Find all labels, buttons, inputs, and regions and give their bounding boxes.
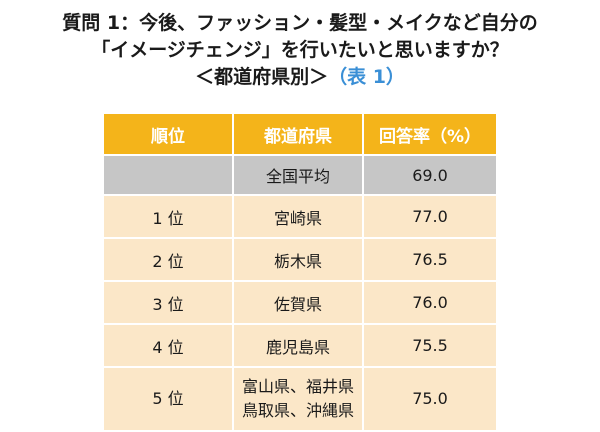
rank-cell: 1 位 — [102, 194, 234, 239]
prefecture-cell: 宮崎県 — [232, 194, 364, 239]
rank-cell: 2 位 — [102, 237, 234, 282]
header-rate: 回答率（%） — [362, 112, 498, 156]
table-row: 3 位 佐賀県 76.0 — [102, 280, 498, 325]
table-number-tag: （表 1） — [328, 66, 405, 88]
prefecture-cell: 佐賀県 — [232, 280, 364, 325]
survey-heading: 質問 1：今後、ファッション・髪型・メイクなど自分の 「イメージチェンジ」を行い… — [0, 10, 600, 91]
average-rate-cell: 69.0 — [362, 154, 498, 196]
prefecture-line: 富山県、福井県 — [241, 377, 354, 396]
rate-cell: 75.0 — [362, 366, 498, 432]
table-row: 2 位 栃木県 76.5 — [102, 237, 498, 282]
table-header-row: 順位 都道府県 回答率（%） — [102, 112, 498, 156]
prefecture-cell: 富山県、福井県 鳥取県、沖縄県 — [232, 366, 364, 432]
rate-cell: 77.0 — [362, 194, 498, 239]
rank-cell: 4 位 — [102, 323, 234, 368]
question-line-2: 「イメージチェンジ」を行いたいと思いますか？ — [91, 39, 509, 61]
national-average-row: 全国平均 69.0 — [102, 154, 498, 196]
subtitle-by-prefecture: ＜都道府県別＞ — [195, 66, 329, 88]
header-prefecture: 都道府県 — [232, 112, 364, 156]
rank-cell: 5 位 — [102, 366, 234, 432]
rate-cell: 76.5 — [362, 237, 498, 282]
subtitle-line: ＜都道府県別＞（表 1） — [0, 64, 600, 91]
table-row: 4 位 鹿児島県 75.5 — [102, 323, 498, 368]
header-rank: 順位 — [102, 112, 234, 156]
prefecture-line: 鳥取県、沖縄県 — [241, 401, 354, 420]
table-row: 5 位 富山県、福井県 鳥取県、沖縄県 75.0 — [102, 366, 498, 432]
rate-cell: 76.0 — [362, 280, 498, 325]
question-line-1: 質問 1：今後、ファッション・髪型・メイクなど自分の — [62, 12, 538, 34]
average-label-cell: 全国平均 — [232, 154, 364, 196]
average-rank-cell — [102, 154, 234, 196]
rank-cell: 3 位 — [102, 280, 234, 325]
prefecture-cell: 鹿児島県 — [232, 323, 364, 368]
table-row: 1 位 宮崎県 77.0 — [102, 194, 498, 239]
ranking-table: 順位 都道府県 回答率（%） 全国平均 69.0 1 位 宮崎県 77.0 2 … — [102, 112, 498, 432]
rate-cell: 75.5 — [362, 323, 498, 368]
prefecture-cell: 栃木県 — [232, 237, 364, 282]
